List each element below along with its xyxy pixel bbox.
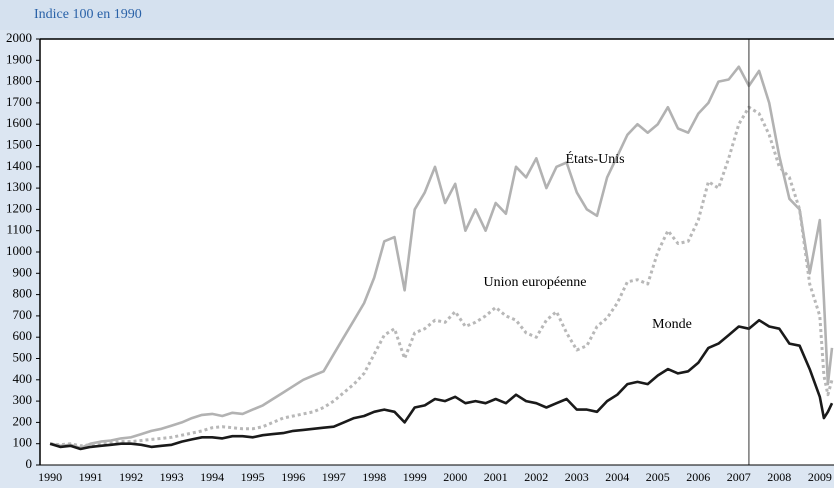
y-tick-label: 900 bbox=[13, 264, 33, 279]
y-tick-label: 100 bbox=[13, 435, 33, 450]
x-tick-label: 2002 bbox=[524, 470, 548, 484]
y-tick-label: 1800 bbox=[6, 73, 32, 88]
y-tick-label: 400 bbox=[13, 371, 33, 386]
series-line bbox=[49, 65, 834, 450]
y-tick-label: 2000 bbox=[6, 30, 32, 45]
x-tick-label: 1993 bbox=[160, 470, 184, 484]
y-tick-label: 500 bbox=[13, 349, 33, 364]
y-tick-label: 1900 bbox=[6, 51, 32, 66]
y-tick-label: 0 bbox=[26, 456, 33, 471]
x-tick-label: 2001 bbox=[484, 470, 508, 484]
x-tick-label: 1998 bbox=[362, 470, 386, 484]
y-tick-label: 600 bbox=[13, 328, 33, 343]
x-tick-label: 2004 bbox=[605, 470, 629, 484]
x-tick-label: 2003 bbox=[565, 470, 589, 484]
x-tick-label: 1996 bbox=[281, 470, 305, 484]
x-tick-label: 1992 bbox=[119, 470, 143, 484]
x-tick-label: 2007 bbox=[727, 470, 751, 484]
y-tick-label: 200 bbox=[13, 413, 33, 428]
x-tick-label: 1994 bbox=[200, 470, 224, 484]
y-tick-label: 700 bbox=[13, 307, 33, 322]
y-tick-label: 1300 bbox=[6, 179, 32, 194]
y-tick-label: 800 bbox=[13, 286, 33, 301]
chart-subtitle: Indice 100 en 1990 bbox=[34, 7, 142, 22]
y-tick-label: 1000 bbox=[6, 243, 32, 258]
y-tick-label: 300 bbox=[13, 392, 33, 407]
y-tick-label: 1200 bbox=[6, 200, 32, 215]
lines bbox=[49, 65, 834, 451]
x-tick-label: 2006 bbox=[686, 470, 710, 484]
y-tick-label: 1700 bbox=[6, 94, 32, 109]
series-label: États-Unis bbox=[565, 150, 624, 167]
x-tick-label: 2000 bbox=[443, 470, 467, 484]
y-tick-label: 1400 bbox=[6, 158, 32, 173]
series-line bbox=[49, 105, 834, 448]
series-line bbox=[49, 318, 834, 451]
header-band bbox=[0, 0, 834, 30]
x-tick-label: 2008 bbox=[767, 470, 791, 484]
x-tick-label: 1990 bbox=[38, 470, 62, 484]
x-tick-label: 1999 bbox=[403, 470, 427, 484]
x-tick-label: 2005 bbox=[646, 470, 670, 484]
x-tick-label: 1995 bbox=[241, 470, 265, 484]
y-tick-label: 1500 bbox=[6, 136, 32, 151]
series-label: Union européenne bbox=[483, 275, 586, 290]
y-tick-label: 1100 bbox=[6, 222, 32, 237]
x-tick-label: 1997 bbox=[322, 470, 346, 484]
y-tick-label: 1600 bbox=[6, 115, 32, 130]
x-tick-label: 2009 bbox=[808, 470, 832, 484]
plot-area bbox=[40, 39, 834, 465]
x-tick-label: 1991 bbox=[79, 470, 103, 484]
series-label: Monde bbox=[652, 317, 692, 332]
